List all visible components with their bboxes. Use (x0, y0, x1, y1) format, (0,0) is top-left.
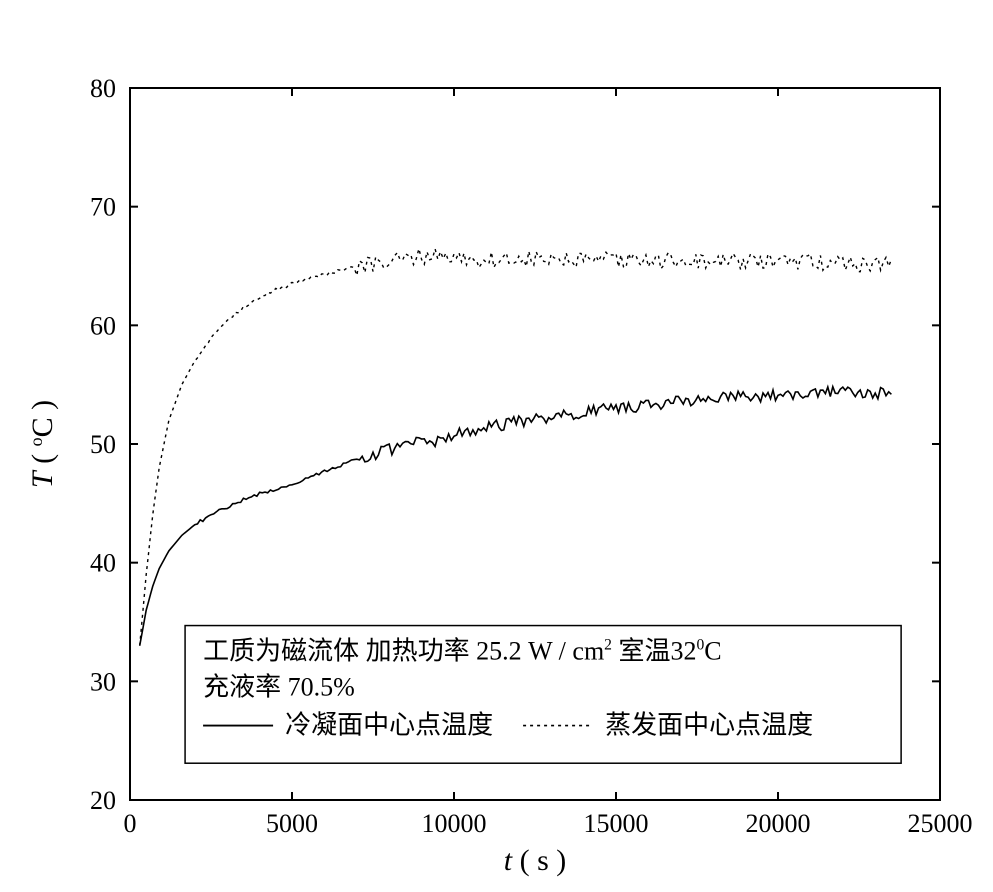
svg-text:70: 70 (90, 193, 116, 222)
svg-text:60: 60 (90, 311, 116, 340)
svg-text:10000: 10000 (422, 809, 487, 838)
svg-text:冷凝面中心点温度: 冷凝面中心点温度 (285, 711, 493, 740)
svg-text:40: 40 (90, 549, 116, 578)
chart-container: { "chart": { "type": "line", "width_px":… (0, 0, 993, 892)
svg-text:5000: 5000 (266, 809, 318, 838)
svg-text:0: 0 (124, 809, 137, 838)
svg-text:蒸发面中心点温度: 蒸发面中心点温度 (605, 711, 813, 740)
svg-text:工质为磁流体 加热功率 25.2 W / cm2 室: 工质为磁流体 加热功率 25.2 W / cm2 室温320C (203, 637, 722, 666)
svg-text:20000: 20000 (746, 809, 811, 838)
svg-text:充液率 70.5%: 充液率 70.5% (203, 673, 355, 702)
svg-text:30: 30 (90, 667, 116, 696)
svg-text:t ( s ): t ( s ) (504, 844, 567, 877)
svg-text:15000: 15000 (584, 809, 649, 838)
svg-text:80: 80 (90, 74, 116, 103)
svg-text:20: 20 (90, 786, 116, 815)
svg-text:25000: 25000 (908, 809, 973, 838)
svg-text:50: 50 (90, 430, 116, 459)
temperature-vs-time-chart: 0 5000 10000 15000 20000 25000 20 30 40 50 60 70 80 t… (0, 0, 993, 892)
